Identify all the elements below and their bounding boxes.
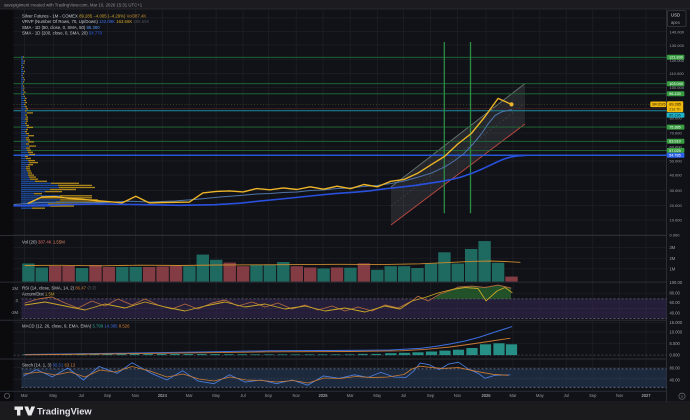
svg-text:80.00: 80.00 xyxy=(670,366,681,371)
svg-text:80.000: 80.000 xyxy=(670,116,683,121)
svg-text:40.00: 40.00 xyxy=(670,310,681,315)
svg-text:Nov: Nov xyxy=(293,393,301,398)
svg-text:SIK2026: SIK2026 xyxy=(652,103,665,107)
svg-text:63.910: 63.910 xyxy=(669,140,681,144)
svg-text:RSI (14, close, SMA, 14, 2) 86: RSI (14, close, SMA, 14, 2) 86.47 ∅ ∅ xyxy=(22,285,96,290)
svg-text:10.000: 10.000 xyxy=(670,218,683,223)
svg-text:-2M: -2M xyxy=(11,310,19,315)
svg-text:May: May xyxy=(212,393,221,398)
svg-text:60.000: 60.000 xyxy=(670,145,683,150)
svg-text:2024: 2024 xyxy=(158,393,168,398)
svg-text:21d 7h: 21d 7h xyxy=(669,107,680,111)
svg-text:89.285: 89.285 xyxy=(669,101,681,106)
svg-text:Nov: Nov xyxy=(132,393,140,398)
svg-text:Accum/Dist 1.5M: Accum/Dist 1.5M xyxy=(22,291,55,296)
svg-text:0: 0 xyxy=(16,298,19,303)
svg-text:15.000: 15.000 xyxy=(670,320,683,325)
svg-text:85.195: 85.195 xyxy=(669,114,681,118)
svg-text:Jul: Jul xyxy=(240,393,245,398)
svg-text:80.00: 80.00 xyxy=(670,291,681,296)
svg-text:75.385: 75.385 xyxy=(669,126,681,130)
svg-text:121.830: 121.830 xyxy=(669,56,683,60)
svg-text:Sep: Sep xyxy=(104,393,112,398)
svg-text:110.000: 110.000 xyxy=(670,71,685,76)
svg-text:130.000: 130.000 xyxy=(670,43,685,48)
svg-text:120.000: 120.000 xyxy=(670,58,685,63)
svg-text:SMA - 1D (50, close, 0, SMA, 5: SMA - 1D (50, close, 0, SMA, 50) 85.300 xyxy=(22,25,100,30)
svg-text:SMA - 1D (200, close, 0, SMA,: SMA - 1D (200, close, 0, SMA, 20) 54.770 xyxy=(22,31,103,36)
svg-text:30.000: 30.000 xyxy=(670,188,683,193)
svg-text:Sep: Sep xyxy=(589,393,597,398)
svg-text:0.000: 0.000 xyxy=(670,353,681,358)
svg-text:57.025: 57.025 xyxy=(669,149,681,153)
svg-text:60.00: 60.00 xyxy=(670,300,681,305)
svg-text:savepigiment created with Trad: savepigiment created with TradingView.co… xyxy=(4,2,143,7)
svg-text:100.00: 100.00 xyxy=(670,280,683,285)
svg-text:100.000: 100.000 xyxy=(670,85,685,90)
svg-text:MACD (12, 26, close, 9, EMA, E: MACD (12, 26, close, 9, EMA, EMA) 5.799 … xyxy=(22,324,130,329)
svg-text:1M: 1M xyxy=(670,266,676,271)
svg-text:40.00: 40.00 xyxy=(670,378,681,383)
svg-text:Jul: Jul xyxy=(564,393,569,398)
svg-text:TradingView: TradingView xyxy=(37,406,92,416)
svg-text:2027: 2027 xyxy=(641,393,651,398)
svg-text:10.000: 10.000 xyxy=(670,330,683,335)
svg-text:50.000: 50.000 xyxy=(670,159,683,164)
svg-text:70.000: 70.000 xyxy=(670,131,683,136)
svg-text:Sep: Sep xyxy=(265,393,273,398)
svg-text:Mar: Mar xyxy=(21,393,29,398)
svg-text:VRVP (Number Of Rows, 70, Up/D: VRVP (Number Of Rows, 70, Up/Down) 122.0… xyxy=(22,19,150,24)
svg-text:Mar: Mar xyxy=(186,393,194,398)
svg-text:Mar: Mar xyxy=(347,393,355,398)
svg-text:Jul: Jul xyxy=(401,393,406,398)
svg-text:2026: 2026 xyxy=(481,393,491,398)
svg-text:USD: USD xyxy=(671,12,680,17)
svg-text:103.040: 103.040 xyxy=(669,82,683,86)
svg-text:Nov: Nov xyxy=(616,393,624,398)
svg-text:May: May xyxy=(536,393,545,398)
svg-text:5.000: 5.000 xyxy=(670,341,681,346)
svg-text:2M: 2M xyxy=(670,256,676,261)
svg-text:2M: 2M xyxy=(12,286,18,291)
svg-text:20.000: 20.000 xyxy=(670,203,683,208)
svg-text:0.000: 0.000 xyxy=(670,232,681,237)
svg-text:Nov: Nov xyxy=(454,393,462,398)
svg-text:Jul: Jul xyxy=(79,393,84,398)
svg-text:96.130: 96.130 xyxy=(669,92,681,96)
svg-text:Silver Futures - 1M - COMEX 89: Silver Futures - 1M - COMEX 89.285 −4.00… xyxy=(22,13,146,18)
svg-text:May: May xyxy=(49,393,58,398)
svg-text:Vol (20) 387.4K 1.55M: Vol (20) 387.4K 1.55M xyxy=(22,240,65,245)
svg-text:40.000: 40.000 xyxy=(670,173,683,178)
svg-text:54.785: 54.785 xyxy=(669,154,681,158)
svg-text:Sep: Sep xyxy=(427,393,435,398)
svg-text:R: R xyxy=(681,395,684,399)
svg-text:May: May xyxy=(373,393,382,398)
svg-text:apex: apex xyxy=(671,20,680,25)
svg-text:2025: 2025 xyxy=(318,393,328,398)
svg-text:Stoch (14, 1, 3) 65.51 63.13: Stoch (14, 1, 3) 65.51 63.13 xyxy=(22,362,76,367)
svg-text:140.000: 140.000 xyxy=(670,30,685,35)
svg-text:3M: 3M xyxy=(670,245,676,250)
svg-text:Mar: Mar xyxy=(509,393,517,398)
